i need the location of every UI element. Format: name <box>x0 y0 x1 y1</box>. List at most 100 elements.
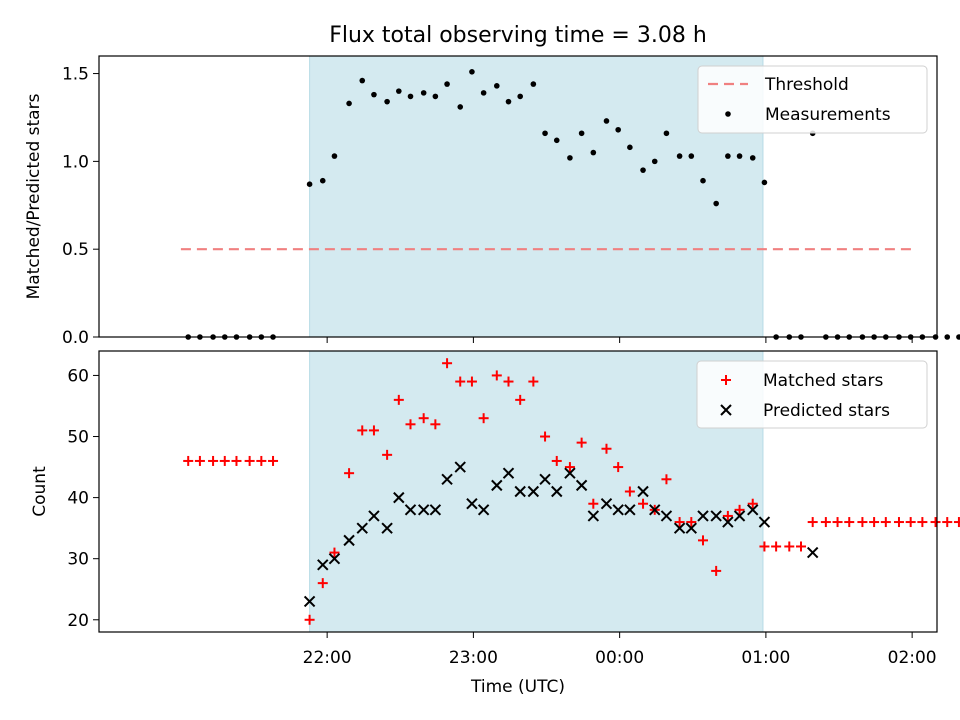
measurement-point <box>469 69 475 75</box>
matched-star-point <box>917 517 928 528</box>
matched-star-point <box>208 455 219 466</box>
predicted-star-point <box>441 473 453 485</box>
predicted-star-point <box>564 467 576 479</box>
matched-star-point <box>857 517 868 528</box>
predicted-star-point <box>527 485 540 498</box>
legend-predicted-swatch <box>720 404 732 416</box>
cross-b <box>303 595 316 608</box>
top-legend: Threshold Measurements <box>697 65 928 134</box>
predicted-star-point <box>758 516 771 528</box>
matched-star-point <box>711 565 722 576</box>
cross-b <box>454 461 466 473</box>
x-tick-label: 02:00 <box>888 648 937 668</box>
cross-b <box>317 559 329 571</box>
matched-star-point <box>930 517 941 528</box>
observing-span-shade <box>309 350 764 633</box>
matched-star-point <box>624 486 635 497</box>
cross-b <box>612 504 624 516</box>
matched-star-point <box>613 462 624 473</box>
cross-b <box>697 510 709 522</box>
matched-star-point <box>491 370 502 381</box>
measurement-point <box>517 93 523 100</box>
predicted-star-point <box>303 595 316 608</box>
predicted-star-point <box>502 467 515 479</box>
y-tick-label: 1.5 <box>62 65 89 85</box>
cross-b <box>466 498 478 510</box>
cross-b <box>722 516 734 528</box>
measurement-point <box>944 334 951 340</box>
matched-star-point <box>820 517 831 528</box>
cross-b <box>328 552 341 565</box>
predicted-star-point <box>328 552 341 565</box>
matched-star-point <box>430 419 441 430</box>
cross-b <box>441 473 453 485</box>
matched-star-point <box>478 413 489 424</box>
cross-b <box>806 546 819 559</box>
cross-b <box>564 467 576 479</box>
x-tick-label: 00:00 <box>595 648 644 668</box>
cross-b <box>600 498 613 510</box>
predicted-star-point <box>539 473 551 485</box>
cross-b <box>429 504 442 516</box>
matched-star-point <box>194 455 205 466</box>
matched-star-point <box>601 443 612 454</box>
measurement-point <box>553 137 560 144</box>
matched-star-point <box>942 517 953 528</box>
predicted-star-point <box>587 510 600 522</box>
matched-star-point <box>832 517 843 528</box>
measurement-point <box>530 81 537 87</box>
matched-star-point <box>455 376 466 387</box>
matched-star-point <box>807 517 818 528</box>
bottom-legend: Matched stars Predicted stars <box>696 360 928 429</box>
x-tick-label: 22:00 <box>303 648 352 668</box>
matched-star-point <box>661 474 672 485</box>
cross-b <box>477 504 490 516</box>
matched-star-point <box>722 510 733 521</box>
matched-star-point <box>905 517 916 528</box>
measurement-point <box>590 149 597 156</box>
predicted-star-point <box>722 516 734 528</box>
matched-star-point <box>256 455 267 466</box>
legend-box <box>697 65 928 134</box>
matched-star-point <box>183 455 194 466</box>
cross-b <box>710 510 722 522</box>
cross-b <box>758 516 771 528</box>
predicted-star-point <box>466 498 478 510</box>
predicted-star-point <box>514 485 526 498</box>
legend-measurement-label: Measurements <box>765 105 891 125</box>
matched-star-point <box>268 455 279 466</box>
matched-star-point <box>759 541 770 552</box>
matched-star-point <box>405 419 416 430</box>
measurement-point <box>578 130 585 137</box>
matched-star-point <box>466 376 477 387</box>
cross-b <box>685 522 698 534</box>
predicted-star-point <box>356 522 368 534</box>
measurement-point <box>700 177 706 184</box>
legend-measurement-swatch <box>725 111 731 117</box>
predicted-star-point <box>491 479 503 492</box>
measurement-point <box>493 83 500 89</box>
predicted-star-point <box>477 504 490 516</box>
y-tick-label: 50 <box>67 428 89 448</box>
predicted-star-point <box>685 522 698 534</box>
matched-star-point <box>576 437 587 448</box>
cross-b <box>514 485 526 498</box>
cross-b <box>491 479 503 492</box>
matched-star-point <box>588 498 599 509</box>
measurement-point <box>319 177 326 184</box>
measurement-point <box>306 181 313 188</box>
measurement-point <box>331 153 338 159</box>
measurement-point <box>432 93 439 100</box>
matched-star-point <box>698 535 709 546</box>
bottom-plot: 20 30 40 50 60 Count 22:00 23:00 00:00 01:00 02:00… <box>30 350 960 668</box>
cross-b <box>649 504 661 516</box>
y-tick-label: 30 <box>67 550 89 570</box>
matched-star-point <box>880 517 891 528</box>
predicted-star-point <box>368 510 380 522</box>
matched-star-point <box>357 425 368 436</box>
x-tick-label: 23:00 <box>449 648 498 668</box>
cross-b <box>356 522 368 534</box>
legend-box <box>696 360 928 429</box>
matched-star-point <box>219 455 230 466</box>
matched-star-point <box>540 431 551 442</box>
